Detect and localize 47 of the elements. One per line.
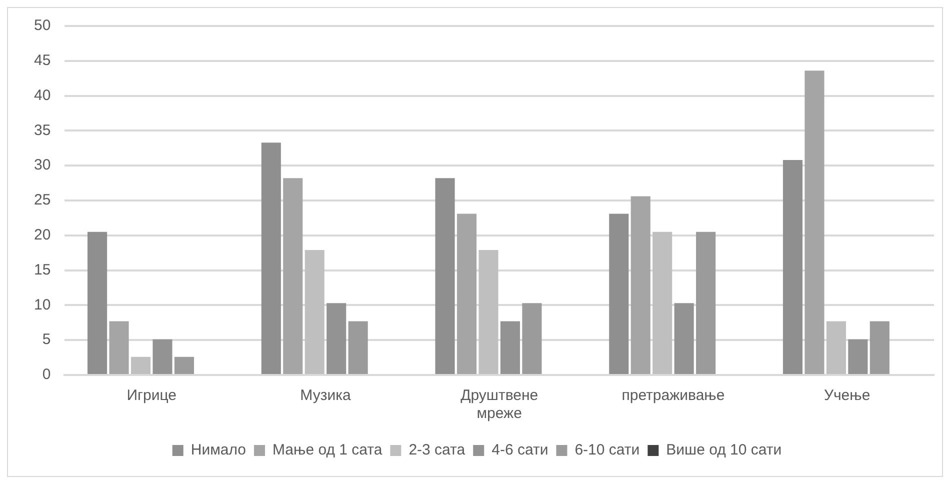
bar <box>674 303 694 374</box>
bar <box>326 303 346 374</box>
bar <box>130 356 151 374</box>
bar <box>782 160 803 374</box>
bar <box>152 339 172 374</box>
y-tick-label: 5 <box>42 331 51 348</box>
y-tick-label: 10 <box>34 296 51 314</box>
y-tick-label: 35 <box>34 122 51 139</box>
bar <box>456 214 477 374</box>
bar <box>522 303 542 374</box>
bar <box>174 356 194 374</box>
legend-label: 6-10 сати <box>574 442 640 459</box>
bar <box>848 339 868 374</box>
bar <box>435 178 455 374</box>
bar <box>283 178 303 374</box>
bar <box>870 321 890 374</box>
bar <box>696 232 716 374</box>
bar <box>609 214 629 374</box>
bar <box>478 250 498 374</box>
bar <box>500 321 520 374</box>
bar <box>804 70 824 374</box>
y-tick-label: 45 <box>34 52 51 70</box>
y-tick-label: 20 <box>34 226 51 244</box>
x-tick-label: Игрице <box>126 387 176 404</box>
bar <box>261 142 281 374</box>
bar <box>88 232 108 374</box>
y-tick-label: 40 <box>34 86 51 104</box>
y-tick-label: 25 <box>34 192 51 209</box>
y-tick-label: 15 <box>34 261 51 278</box>
legend-label: 2-3 сата <box>408 442 466 459</box>
bar <box>826 321 846 374</box>
bar <box>348 321 368 374</box>
legend-label: 4-6 сати <box>492 442 548 459</box>
bar <box>630 196 650 374</box>
x-tick-label: Друштвене мреже <box>460 387 538 422</box>
legend-label: Више од 10 сати <box>666 442 782 459</box>
y-tick-label: 0 <box>42 366 51 384</box>
x-tick-label: Музика <box>300 387 352 404</box>
bar <box>109 321 129 374</box>
bar <box>304 250 324 374</box>
x-tick-label: претраживање <box>622 387 725 404</box>
y-tick-label: 50 <box>34 17 51 34</box>
y-tick-label: 30 <box>34 156 51 174</box>
legend-label: Мање од 1 сата <box>272 442 383 459</box>
legend-label: Нимало <box>190 442 246 459</box>
bar <box>652 232 672 374</box>
x-tick-label: Учење <box>824 387 870 404</box>
